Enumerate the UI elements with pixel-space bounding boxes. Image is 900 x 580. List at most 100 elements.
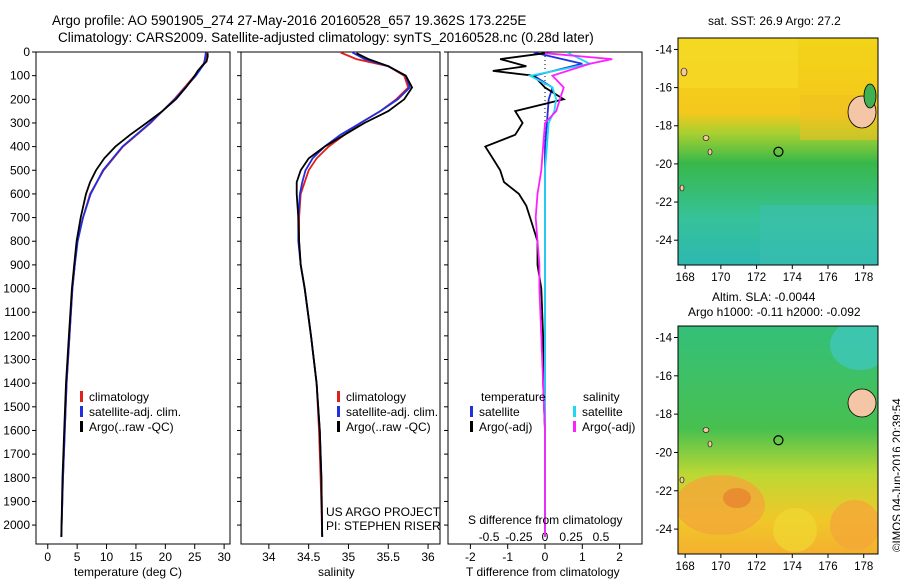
- map-x-tick-label: 176: [818, 272, 837, 284]
- legend-swatch: [470, 421, 473, 432]
- y-tick-label: 700: [10, 211, 30, 225]
- legend-item: climatology: [80, 390, 149, 404]
- x-tick-label: 20: [159, 550, 173, 564]
- legend-item: Argo(..raw -QC): [337, 420, 431, 434]
- legend-item: satellite: [573, 405, 623, 419]
- y-tick-label: 0: [23, 45, 30, 59]
- temperature-panel: 0 5 10 15 20 25 300100200300400500600700800900…: [3, 45, 231, 564]
- legend-item: satellite-adj. clim.: [337, 405, 438, 419]
- y-tick-label: 800: [10, 234, 30, 248]
- y-tick-label: 1200: [3, 329, 30, 343]
- salinity-panel: 34 34.5 35 35.5 36: [237, 51, 441, 564]
- legend-title-temperature: temperature: [481, 390, 546, 404]
- y-tick-label: 100: [10, 69, 30, 83]
- legend-swatch: [80, 421, 83, 432]
- difference-series-2: [527, 51, 593, 537]
- legend-swatch: [337, 406, 340, 417]
- x-tick-label: 36: [421, 550, 435, 564]
- map-y-tick-label: -24: [655, 524, 672, 536]
- legend-swatch: [80, 391, 83, 402]
- map-x-tick-label: 178: [854, 561, 873, 573]
- map-y-tick-label: -22: [655, 197, 672, 209]
- legend-swatch: [573, 421, 576, 432]
- diff-xlabel: T difference from climatology: [466, 565, 620, 579]
- annotation-project: US ARGO PROJECT: [326, 505, 441, 519]
- x-tick-label: 34: [262, 550, 276, 564]
- x-tick-label: 10: [100, 550, 114, 564]
- x-tick-label: 5: [74, 550, 81, 564]
- map-y-tick-label: -24: [655, 235, 672, 247]
- x-tick-label: 1: [579, 550, 586, 564]
- legend-item: Argo(-adj): [573, 420, 635, 434]
- difference-series-3: [534, 52, 613, 537]
- x-tick-label: 30: [217, 550, 231, 564]
- temp-xlabel: temperature (deg C): [74, 565, 183, 579]
- map-x-tick-label: 170: [711, 272, 730, 284]
- x-tick-label: -2: [465, 550, 476, 564]
- y-tick-label: 1700: [3, 447, 30, 461]
- map-y-tick-label: -18: [655, 409, 672, 421]
- y-tick-label: 1500: [3, 400, 30, 414]
- map-x-tick-label: 176: [818, 561, 837, 573]
- diff-top-label: S difference from climatology: [468, 513, 623, 527]
- map-y-tick-label: -20: [655, 159, 672, 171]
- map-x-tick-label: 178: [854, 272, 873, 284]
- legend-item: satellite: [470, 405, 520, 419]
- map-x-tick-label: 172: [747, 272, 766, 284]
- map-y-tick-label: -20: [655, 447, 672, 459]
- y-tick-label: 1800: [3, 471, 30, 485]
- map-x-tick-label: 168: [676, 272, 695, 284]
- imos-timestamp: ©IMOS 04-Jun-2016 20:39:54: [892, 398, 900, 552]
- map-x-tick-label: 170: [711, 561, 730, 573]
- x-tick-label: -1: [502, 550, 513, 564]
- y-tick-label: 2000: [3, 518, 30, 532]
- y-tick-label: 1400: [3, 376, 30, 390]
- map-y-tick-label: -22: [655, 486, 672, 498]
- header-line-1: Argo profile: AO 5901905_274 27-May-2016…: [52, 13, 527, 28]
- x-tick-label: 25: [188, 550, 202, 564]
- y-tick-label: 1000: [3, 282, 30, 296]
- top-tick-label: 0.5: [593, 530, 610, 544]
- sst-map: [677, 37, 879, 266]
- x-tick-label: 35: [342, 550, 356, 564]
- header-line-2: Climatology: CARS2009. Satellite-adjuste…: [58, 30, 594, 45]
- map-axes: 168 170 172 174 176 178 -14 -16 -18 -20 -22 -24: [655, 332, 873, 573]
- legend-swatch: [573, 406, 576, 417]
- y-tick-label: 500: [10, 163, 30, 177]
- top-tick-label: 0.25: [559, 530, 583, 544]
- sla-map: [677, 325, 879, 555]
- map-x-tick-label: 174: [783, 561, 803, 573]
- legend-item: Argo(-adj): [470, 420, 532, 434]
- map-axes: 168 170 172 174 176 178 -14 -16 -18 -20 -22 -24: [655, 44, 873, 284]
- x-tick-label: 0: [542, 550, 549, 564]
- temperature-frame: [35, 51, 231, 545]
- y-tick-label: 300: [10, 116, 30, 130]
- y-tick-label: 1600: [3, 423, 30, 437]
- x-tick-label: 15: [129, 550, 143, 564]
- x-tick-label: 34.5: [297, 550, 321, 564]
- salinity-frame: [240, 51, 441, 545]
- sla-map-title-2: Argo h1000: -0.11 h2000: -0.092: [688, 305, 861, 319]
- top-tick-label: -0.5: [479, 530, 500, 544]
- map-x-tick-label: 168: [676, 561, 695, 573]
- map-y-tick-label: -18: [655, 121, 672, 133]
- map-x-tick-label: 174: [783, 272, 803, 284]
- legend-swatch: [337, 421, 340, 432]
- y-tick-label: 200: [10, 92, 30, 106]
- salinity-series-2: [295, 52, 414, 537]
- map-y-tick-label: -16: [655, 83, 672, 95]
- legend-item: satellite-adj. clim.: [80, 405, 181, 419]
- y-tick-label: 900: [10, 258, 30, 272]
- float-position-marker: [773, 146, 784, 157]
- top-tick-label: -0.25: [505, 530, 533, 544]
- map-y-tick-label: -16: [655, 371, 672, 383]
- sla-map-title-1: Altim. SLA: -0.0044: [712, 290, 816, 304]
- legend-item: climatology: [337, 390, 406, 404]
- map-y-tick-label: -14: [655, 44, 672, 56]
- x-tick-label: 0: [44, 550, 51, 564]
- temperature-series-2: [60, 53, 209, 537]
- float-position-marker: [773, 435, 784, 446]
- x-tick-label: 35.5: [377, 550, 401, 564]
